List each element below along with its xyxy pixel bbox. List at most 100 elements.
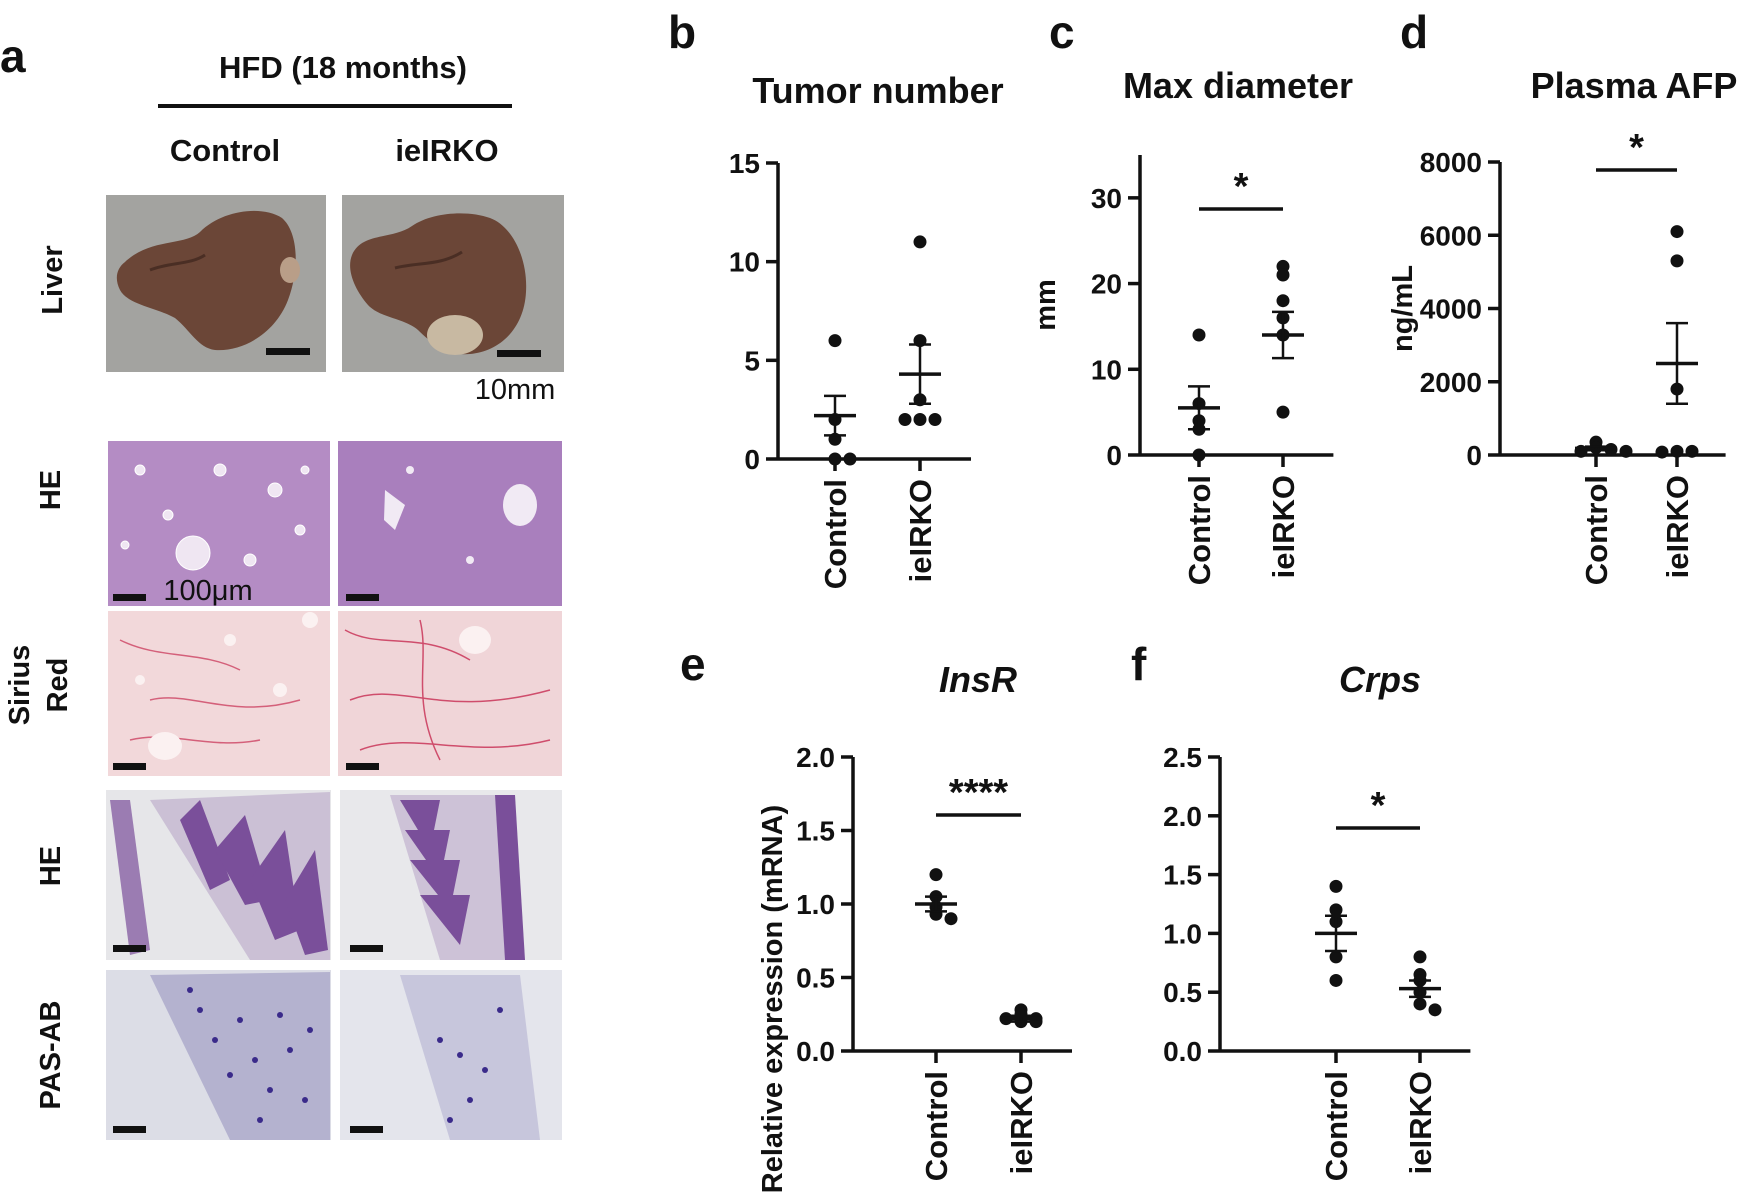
data-point-b-control bbox=[828, 334, 842, 348]
sirius-control bbox=[108, 611, 330, 776]
chart-title-f: Crps bbox=[1339, 659, 1421, 700]
y-tick-label-f: 1.0 bbox=[1163, 918, 1202, 949]
data-point-d-ieirko bbox=[1670, 225, 1684, 239]
y-tick-label-b: 5 bbox=[744, 345, 760, 376]
pasab-control-goblet-dots bbox=[187, 987, 313, 1123]
data-point-c-ieirko bbox=[1276, 294, 1290, 308]
category-label-d: Control bbox=[1579, 475, 1614, 585]
panel-letter-a: a bbox=[0, 30, 26, 82]
he-liver-scalebar-ieirko bbox=[346, 594, 379, 601]
significance-label-e: **** bbox=[949, 772, 1008, 814]
data-point-c-ieirko bbox=[1276, 268, 1290, 282]
data-point-c-control bbox=[1192, 448, 1206, 462]
group-label-control: Control bbox=[170, 133, 280, 168]
y-tick-label-b: 0 bbox=[744, 444, 760, 475]
row-label-he-liver: HE bbox=[35, 470, 67, 510]
y-tick-label-f: 0.5 bbox=[1163, 977, 1202, 1008]
chart-title-d: Plasma AFP bbox=[1531, 65, 1738, 106]
sirius-scalebar-control bbox=[113, 763, 146, 770]
sirius-control-vesicles bbox=[135, 612, 318, 760]
row-label-sirius: Sirius bbox=[4, 645, 36, 726]
category-label-b: Control bbox=[818, 479, 853, 589]
panel-a-header: HFD (18 months) bbox=[219, 50, 467, 85]
category-label-f: Control bbox=[1319, 1071, 1354, 1181]
data-point-f-control bbox=[1329, 973, 1343, 987]
y-tick-label-c: 20 bbox=[1091, 269, 1122, 300]
y-tick-label-e: 2.0 bbox=[796, 742, 835, 773]
y-axis-label-d: ng/mL bbox=[1387, 265, 1419, 352]
panel-f: f Crps 0.0 0.5 1.0 1.5 2.0 2.5 Control ieIRKO * bbox=[1131, 638, 1471, 1181]
y-axis-label-c: mm bbox=[1030, 279, 1062, 331]
sirius-ieirko bbox=[338, 611, 562, 776]
data-point-f-ieirko bbox=[1413, 950, 1427, 964]
row-label-he-intestine: HE bbox=[35, 846, 67, 886]
he-intestine-scalebar-control bbox=[113, 945, 146, 952]
liver-organ-ieirko bbox=[350, 213, 527, 355]
he-liver-control-vesicles bbox=[120, 463, 310, 571]
panel-letter-b: b bbox=[668, 6, 696, 58]
row-label-pas-ab: PAS-AB bbox=[35, 1000, 67, 1109]
liver-scalebar-control bbox=[266, 348, 310, 355]
liver-organ-control bbox=[116, 210, 300, 351]
data-point-f-control bbox=[1329, 879, 1343, 893]
significance-label-d: * bbox=[1629, 127, 1644, 169]
panel-e: e InsR Relative expression (mRNA) 0.0 0.5 1.0… bbox=[680, 638, 1072, 1193]
y-tick-label-f: 0.0 bbox=[1163, 1036, 1202, 1067]
pasab-ieirko-tissue bbox=[400, 975, 540, 1140]
category-label-c: Control bbox=[1182, 475, 1217, 585]
data-point-e-control bbox=[929, 868, 943, 882]
data-point-d-ieirko bbox=[1655, 445, 1669, 459]
row-label-liver: Liver bbox=[37, 245, 69, 314]
data-point-f-control bbox=[1329, 903, 1343, 917]
panel-letter-c: c bbox=[1049, 6, 1075, 58]
chart-title-b: Tumor number bbox=[752, 70, 1003, 111]
y-tick-label-f: 2.5 bbox=[1163, 742, 1202, 773]
row-label-red: Red bbox=[42, 658, 74, 713]
he-liver-ieirko-vessels bbox=[384, 466, 537, 564]
y-tick-label-e: 0.0 bbox=[796, 1036, 835, 1067]
data-point-d-ieirko bbox=[1685, 444, 1699, 458]
data-point-d-control bbox=[1619, 444, 1633, 458]
y-tick-label-e: 1.0 bbox=[796, 889, 835, 920]
data-point-f-ieirko bbox=[1428, 1003, 1442, 1017]
y-tick-label-f: 2.0 bbox=[1163, 801, 1202, 832]
sirius-ieirko-fibers bbox=[344, 619, 551, 761]
he-liver-ieirko bbox=[338, 441, 562, 606]
sirius-scalebar-ieirko bbox=[346, 763, 379, 770]
histology-scale-label: 100μm bbox=[163, 575, 252, 607]
chart-title-e: InsR bbox=[939, 659, 1017, 700]
data-point-b-ieirko bbox=[913, 413, 927, 427]
panel-letter-d: d bbox=[1400, 6, 1428, 58]
y-tick-label-d: 4000 bbox=[1420, 294, 1482, 325]
he-intestine-control-villi bbox=[110, 792, 330, 960]
he-intestine-scalebar-ieirko bbox=[350, 945, 383, 952]
panel-a-images: 10mm 100μm bbox=[106, 195, 564, 1140]
category-label-c: ieIRKO bbox=[1266, 475, 1301, 578]
panel-letter-e: e bbox=[680, 638, 706, 690]
sirius-ieirko-vessel bbox=[459, 626, 491, 654]
data-point-e-control bbox=[944, 912, 958, 926]
significance-label-c: * bbox=[1234, 166, 1249, 208]
data-point-b-ieirko bbox=[898, 413, 912, 427]
liver-scalebar-ieirko bbox=[497, 350, 541, 357]
panel-c: c Max diameter mm 0 10 20 30 Control ieIRKO * bbox=[1030, 6, 1353, 585]
y-tick-label-d: 0 bbox=[1466, 440, 1482, 471]
y-tick-label-d: 8000 bbox=[1420, 147, 1482, 178]
data-point-f-ieirko bbox=[1413, 997, 1427, 1011]
data-point-b-control bbox=[828, 452, 842, 466]
data-point-d-ieirko bbox=[1670, 444, 1684, 458]
category-label-b: ieIRKO bbox=[903, 479, 938, 582]
category-label-e: Control bbox=[919, 1071, 954, 1181]
pasab-control-tissue bbox=[150, 972, 330, 1140]
y-tick-label-d: 6000 bbox=[1420, 220, 1482, 251]
panel-a: a HFD (18 months) Control ieIRKO Liver H… bbox=[0, 30, 512, 1110]
y-axis-label-e: Relative expression (mRNA) bbox=[757, 805, 789, 1193]
y-tick-label-b: 10 bbox=[729, 247, 760, 278]
y-tick-label-d: 2000 bbox=[1420, 367, 1482, 398]
panel-d: d Plasma AFP ng/mL 0 2000 4000 6000 8000 Control… bbox=[1387, 6, 1737, 585]
he-liver-scalebar-control bbox=[113, 594, 146, 601]
sirius-control-fibers bbox=[119, 639, 301, 744]
data-point-b-control bbox=[843, 452, 857, 466]
category-label-d: ieIRKO bbox=[1660, 475, 1695, 578]
data-point-f-control bbox=[1329, 950, 1343, 964]
